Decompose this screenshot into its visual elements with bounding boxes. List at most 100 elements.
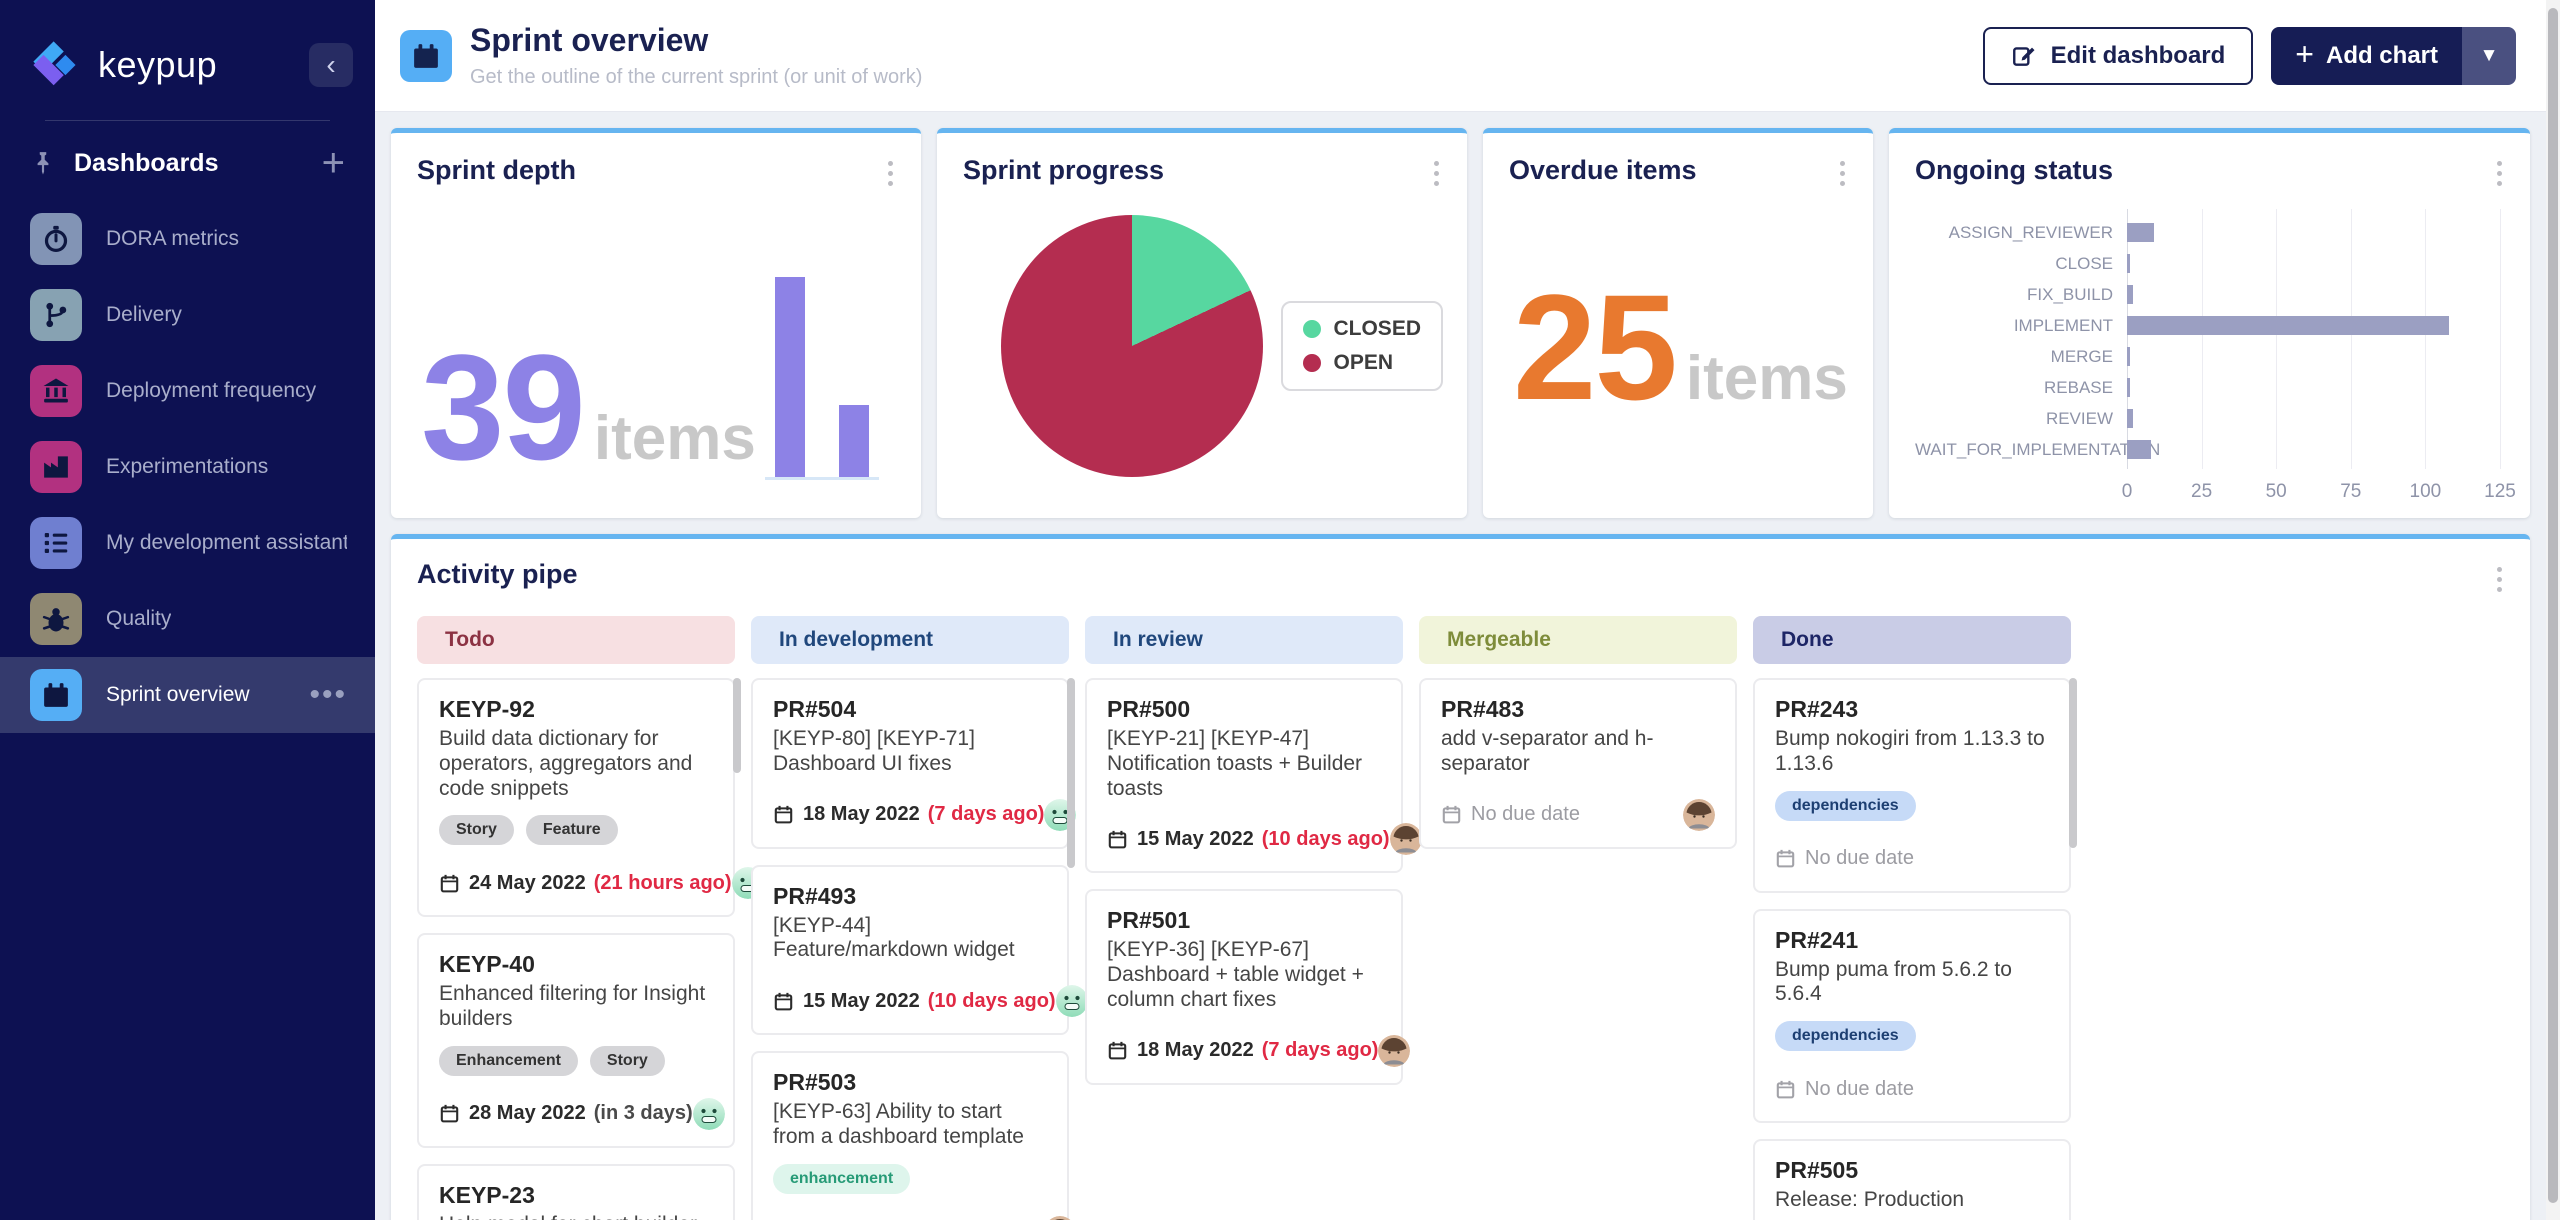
card-title: PR#243 — [1775, 696, 1859, 722]
kanban-card-keyp-23[interactable]: KEYP-23 Help modal for chart builder - Re… — [417, 1163, 735, 1220]
column-cards: PR#504 [KEYP-80] [KEYP-71] Dashboard UI f… — [751, 678, 1088, 1220]
no-due-date: No due date — [1471, 803, 1580, 826]
sidebar-item-delivery[interactable]: Delivery — [0, 277, 375, 353]
sidebar-item-sprint-overview[interactable]: Sprint overview ••• — [0, 657, 375, 733]
tag-dependencies: dependencies — [1775, 790, 1916, 821]
due-date-relative: (7 days ago) — [927, 803, 1045, 826]
mini-bar — [775, 277, 805, 477]
no-due-date: No due date — [1805, 1077, 1914, 1100]
avatar-person — [1683, 798, 1715, 831]
card-title: PR#503 — [773, 1069, 857, 1096]
due-date: 15 May 2022 — [1137, 827, 1254, 850]
legend-label: CLOSED — [1333, 317, 1421, 340]
kanban-board: Todo KEYP-92 Build data dictionary for ope… — [417, 616, 2504, 1220]
legend-label: OPEN — [1333, 351, 1393, 374]
kanban-card-pr-493[interactable]: PR#493 [KEYP-44] Feature/markdown widget 1… — [751, 864, 1088, 1036]
sidebar-item-experimentations[interactable]: Experimentations — [0, 429, 375, 505]
kanban-card-pr-243[interactable]: PR#243 Bump nokogiri from 1.13.3 to 1.13.… — [1753, 678, 2071, 893]
widgets-row: Sprint depth 39 items Sprint progress CL… — [391, 128, 2530, 518]
column-scrollbar-thumb[interactable] — [2069, 678, 2077, 848]
card-tags: dependencies — [1775, 1021, 2049, 1052]
chart-row-close: CLOSE — [1915, 248, 2500, 279]
kebab-menu-icon[interactable] — [884, 157, 897, 190]
column-header-label: Mergeable — [1447, 628, 1551, 651]
kanban-card-pr-500[interactable]: PR#500 [KEYP-21] [KEYP-47] Notification t… — [1085, 678, 1422, 874]
card-description: Bump nokogiri from 1.13.3 to 1.13.6 — [1775, 727, 2045, 775]
card-footer: 18 May 2022(7 days ago) — [773, 1215, 1072, 1220]
dashboards-header: Dashboards + — [0, 121, 375, 187]
column-scrollbar-thumb[interactable] — [733, 678, 741, 773]
card-title: PR#501 — [1107, 907, 1191, 934]
header-texts: Sprint overview Get the outline of the c… — [470, 22, 922, 89]
activity-pipe-title: Activity pipe — [417, 559, 578, 589]
page-title: Sprint overview — [470, 22, 709, 58]
legend-item-closed: CLOSED — [1303, 317, 1421, 341]
kebab-menu-icon[interactable] — [1430, 157, 1443, 190]
add-chart-dropdown-button[interactable]: ▼ — [2462, 26, 2516, 85]
kanban-card-keyp-92[interactable]: KEYP-92 Build data dictionary for operato… — [417, 678, 764, 918]
dashboard-content: Sprint depth 39 items Sprint progress CL… — [375, 112, 2546, 1220]
kanban-column-done: Done PR#243 Bump nokogiri from 1.13.3 to 1… — [1753, 616, 2077, 1220]
card-description: Bump puma from 5.6.2 to 5.6.4 — [1775, 957, 2012, 1006]
kebab-menu-icon[interactable] — [1836, 157, 1849, 190]
due-date-relative: (10 days ago) — [927, 989, 1056, 1012]
activity-pipe-panel: Activity pipe Todo KEYP-92 Build data dict… — [391, 534, 2530, 1220]
sidebar-item-quality[interactable]: Quality — [0, 581, 375, 657]
sidebar-item-deployment-frequency[interactable]: Deployment frequency — [0, 353, 375, 429]
kanban-card-pr-501[interactable]: PR#501 [KEYP-36] [KEYP-67] Dashboard + ta… — [1085, 889, 1411, 1085]
edit-dashboard-button[interactable]: Edit dashboard — [1982, 26, 2254, 85]
chart-row-wait-for-implementation: WAIT_FOR_IMPLEMENTATION — [1915, 434, 2500, 465]
scrollbar-thumb[interactable] — [2548, 8, 2558, 1203]
bar-track — [2127, 341, 2500, 372]
calendar-icon — [1441, 804, 1462, 825]
x-tick-label: 125 — [2484, 481, 2516, 502]
page-scrollbar[interactable] — [2546, 0, 2560, 1220]
kebab-menu-icon[interactable] — [2493, 563, 2506, 596]
card-title: PR#505 — [1775, 1157, 1859, 1184]
card-description: add v-separator and h-separator — [1441, 727, 1654, 775]
sidebar-item-dora-metrics[interactable]: DORA metrics — [0, 201, 375, 277]
sidebar-collapse-button[interactable]: ‹ — [309, 43, 353, 87]
kanban-card-pr-503[interactable]: PR#503 [KEYP-63] Ability to start from a … — [751, 1051, 1072, 1220]
card-footer: 24 May 2022 (21 hours ago) — [439, 867, 764, 900]
column-scrollbar-thumb[interactable] — [1067, 678, 1075, 868]
card-description: Build data dictionary for operators, agg… — [439, 727, 693, 800]
legend-item-open: OPEN — [1303, 351, 1421, 375]
big-number-unit: items — [1685, 344, 1848, 413]
kanban-card-pr-504[interactable]: PR#504 [KEYP-80] [KEYP-71] Dashboard UI f… — [751, 678, 1077, 849]
due-date-relative: (10 days ago) — [1261, 827, 1390, 850]
column-header-label: Todo — [445, 628, 495, 651]
card-description: [KEYP-63] Ability to start from a dashbo… — [773, 1100, 1024, 1148]
card-footer: 15 May 2022 (10 days ago) — [773, 985, 1088, 1018]
kebab-menu-icon[interactable] — [2493, 157, 2506, 190]
x-tick-label: 100 — [2409, 481, 2442, 502]
card-tags: Enhancement Story — [439, 1045, 713, 1076]
column-cards: PR#483 add v-separator and h-separator No … — [1419, 678, 1737, 849]
card-tags: enhancement — [773, 1163, 1047, 1194]
sidebar-item-label: Deployment frequency — [106, 379, 317, 402]
kanban-card-pr-483[interactable]: PR#483 add v-separator and h-separator No … — [1419, 678, 1737, 849]
bar-track — [2127, 248, 2500, 279]
checklist-icon — [30, 517, 82, 569]
x-axis-ticks: 0 25 50 75 100 125 — [2122, 475, 2516, 509]
bar — [2127, 378, 2130, 397]
big-number: 39 — [421, 323, 586, 491]
card-description: [KEYP-44] Feature/markdown widget — [773, 913, 1015, 962]
sidebar-item-my-development-assistant[interactable]: My development assistant — [0, 505, 375, 581]
kanban-card-keyp-40[interactable]: KEYP-40 Enhanced filtering for Insight bu… — [417, 933, 735, 1148]
pin-icon — [30, 150, 56, 176]
sprint-depth-value: 39 items — [421, 323, 756, 491]
card-footer: No due date — [1441, 798, 1715, 831]
add-dashboard-button[interactable]: + — [321, 141, 345, 185]
bar-track — [2127, 279, 2500, 310]
sidebar-item-label: Delivery — [106, 303, 182, 326]
sidebar: keypup ‹ Dashboards + DORA metrics Delive… — [0, 0, 375, 1220]
dashboards-title: Dashboards — [74, 148, 219, 177]
x-tick-label: 0 — [2121, 481, 2133, 502]
column-cards: PR#243 Bump nokogiri from 1.13.3 to 1.13.… — [1753, 678, 2071, 1220]
x-tick-label: 25 — [2191, 481, 2213, 502]
kanban-card-pr-241[interactable]: PR#241 Bump puma from 5.6.2 to 5.6.4 depen… — [1753, 908, 2071, 1124]
due-date-relative: (7 days ago) — [1261, 1039, 1379, 1062]
add-chart-button[interactable]: + Add chart — [2271, 26, 2462, 85]
